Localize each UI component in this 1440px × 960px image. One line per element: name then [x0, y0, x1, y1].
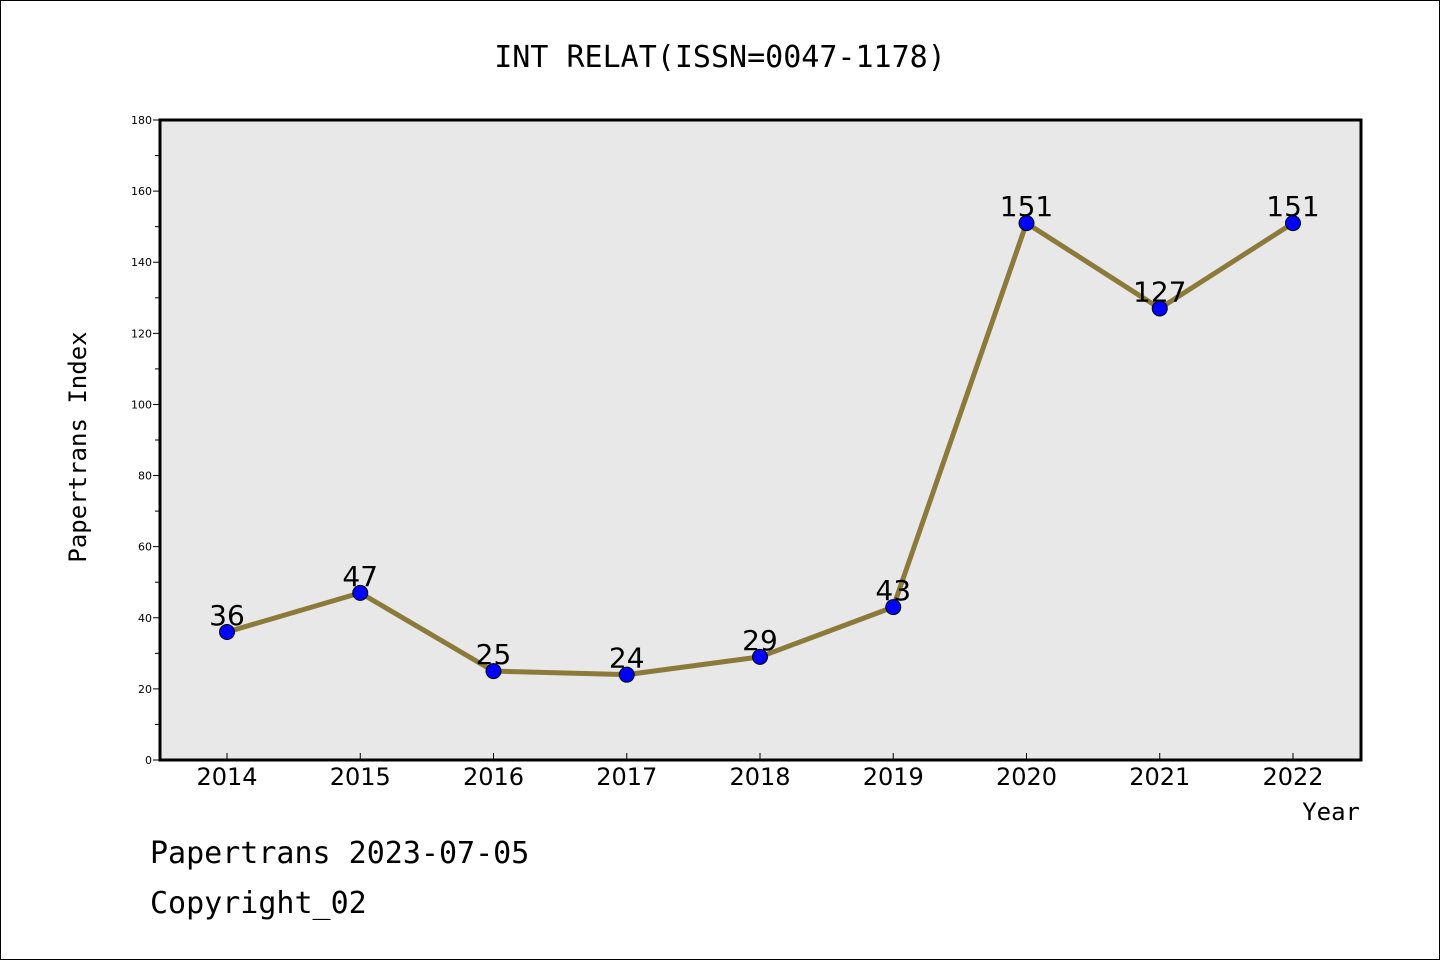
y-tick-label: 180	[131, 114, 152, 127]
chart-title: INT RELAT(ISSN=0047-1178)	[494, 40, 946, 75]
data-label: 151	[1266, 190, 1319, 223]
data-label: 127	[1133, 275, 1186, 308]
data-point	[1151, 300, 1168, 317]
footer-date: Papertrans 2023-07-05	[150, 836, 530, 871]
y-axis: 0 20 40 60 80 100 120 140 160 180	[131, 114, 160, 767]
y-tick-label: 140	[131, 256, 152, 269]
data-label: 47	[342, 560, 378, 593]
data-labels: 36 47 25 24 29 43 151 127 151	[209, 190, 1320, 675]
x-tick-label: 2020	[996, 763, 1057, 791]
data-markers	[219, 215, 1301, 683]
data-point	[618, 666, 635, 683]
data-point	[752, 648, 768, 665]
data-point	[1285, 215, 1301, 232]
data-label: 151	[1000, 190, 1053, 223]
x-tick-label: 2019	[863, 763, 924, 791]
y-axis-label: Papertrans Index	[64, 331, 92, 562]
y-tick-label: 20	[138, 683, 152, 696]
y-tick-label: 120	[131, 327, 152, 340]
y-tick-label: 0	[145, 754, 152, 767]
data-label: 36	[209, 599, 245, 632]
y-tick-label: 100	[131, 398, 152, 411]
x-tick-label: 2015	[330, 763, 391, 791]
x-axis-label: Year	[1302, 798, 1360, 826]
y-tick-label: 40	[138, 612, 152, 625]
data-point	[1018, 215, 1035, 232]
data-label: 25	[476, 638, 512, 671]
y-tick-label: 80	[138, 470, 152, 483]
x-tick-label: 2017	[596, 763, 657, 791]
data-point	[352, 584, 369, 601]
data-label: 24	[609, 642, 645, 675]
x-axis: 2014 2015 2016 2017 2018 2019 2020 2021 2022	[196, 753, 1324, 791]
x-tick-label: 2021	[1129, 763, 1190, 791]
x-tick-label: 2018	[729, 763, 790, 791]
data-label: 29	[742, 624, 778, 657]
y-tick-label: 60	[138, 541, 152, 554]
data-point	[485, 663, 502, 680]
y-tick-label: 160	[131, 185, 152, 198]
footer-copyright: Copyright_02	[150, 886, 367, 921]
data-label: 43	[875, 574, 911, 607]
data-point	[219, 624, 235, 640]
x-tick-label: 2014	[196, 763, 257, 791]
data-point	[885, 599, 902, 616]
x-tick-label: 2022	[1262, 763, 1323, 791]
x-tick-label: 2016	[463, 763, 524, 791]
